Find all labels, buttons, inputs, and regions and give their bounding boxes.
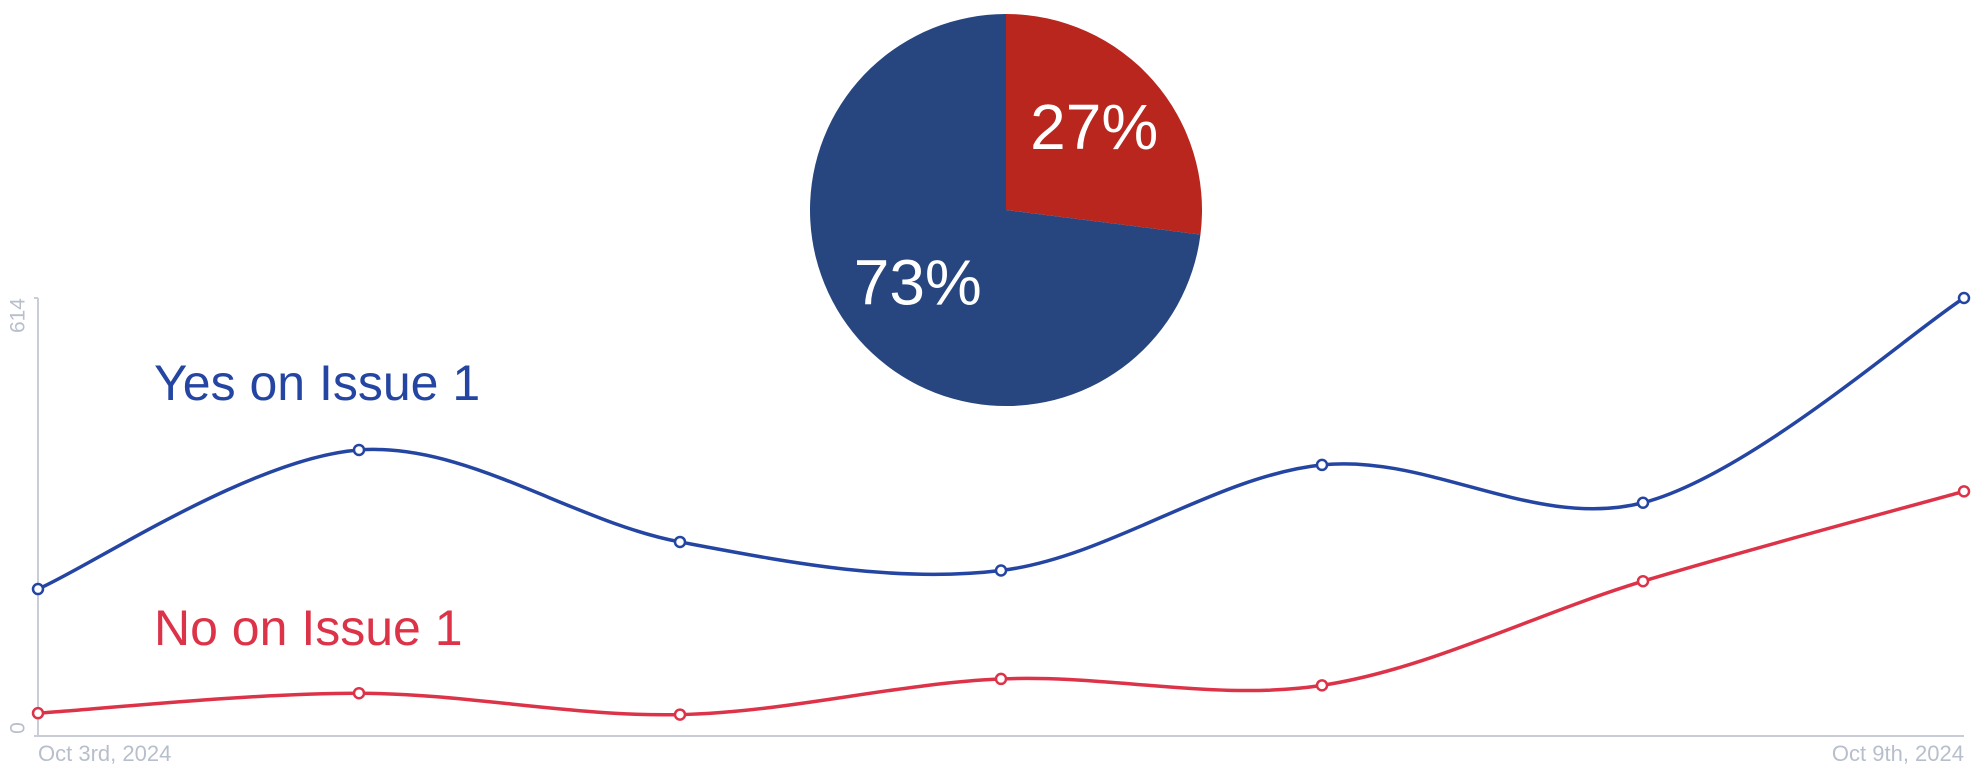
y-tick-label: 0 [7,722,30,734]
point [1315,458,1329,472]
series-label: Yes on Issue 1 [154,355,480,411]
point [673,708,687,721]
x-tick-label: Oct 9th, 2024 [1832,741,1964,766]
pie-label: 73% [854,247,982,319]
pie-slice [810,14,1201,406]
point [352,686,366,700]
point [1315,679,1329,692]
pie-slice [1006,14,1202,235]
point [31,582,45,596]
y-tick-label: 614 [7,298,30,333]
pie-label: 27% [1030,91,1158,163]
point [31,706,45,720]
point [1957,291,1971,305]
point [1636,574,1650,588]
point [994,672,1008,686]
x-tick-label: Oct 3rd, 2024 [38,741,171,766]
series-label: No on Issue 1 [154,600,463,656]
point [1957,485,1971,498]
point [994,564,1008,577]
point [352,443,366,457]
point [1636,496,1650,509]
point [673,535,687,549]
